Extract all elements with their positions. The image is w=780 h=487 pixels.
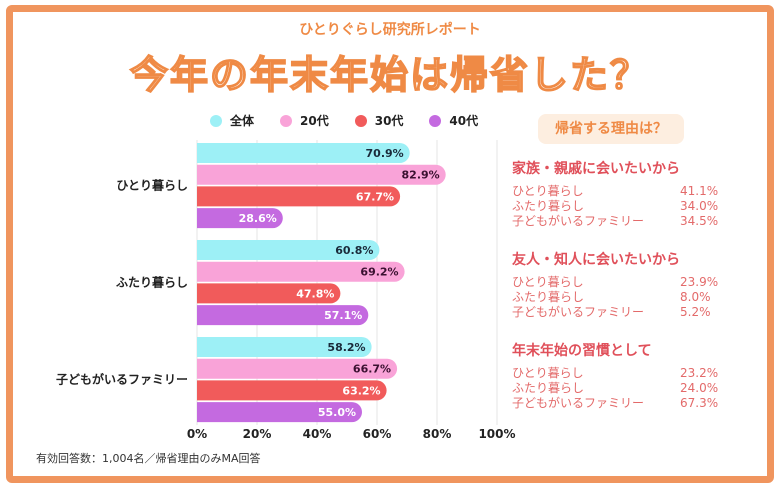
legend-swatch (429, 114, 442, 127)
legend-item: 20代 (280, 112, 329, 129)
bar (197, 380, 387, 401)
reason-label: ひとり暮らし (512, 366, 584, 380)
tick-label: 20% (243, 427, 272, 441)
reason-row: 子どもがいるファミリー 5.2% (512, 305, 727, 320)
legend-item: 30代 (354, 112, 404, 129)
category-label: ふたり暮らし (116, 275, 188, 290)
card-frame (6, 5, 774, 483)
data-label: 70.9% (366, 147, 404, 160)
reason-value: 34.0% (680, 199, 719, 213)
reason-row: 子どもがいるファミリー 34.5% (512, 214, 727, 229)
data-label: 47.8% (296, 287, 334, 300)
report-subtitle: ひとりぐらし研究所レポート (299, 22, 481, 38)
reason-row: ふたり暮らし 34.0% (512, 199, 727, 214)
legend-swatch (210, 114, 222, 127)
data-label: 55.0% (318, 406, 356, 419)
reason-heading: 年末年始の習慣として (512, 343, 652, 359)
bar (197, 208, 283, 229)
tick-label: 0% (187, 427, 207, 441)
legend-label: 30代 (374, 114, 404, 128)
tick-label: 60% (363, 427, 392, 441)
reason-row: ひとり暮らし 23.9% (512, 275, 727, 290)
bar (197, 283, 341, 304)
legend-item: 全体 (210, 112, 254, 129)
reason-label: ふたり暮らし (512, 381, 585, 395)
reason-group: 家族・親戚に会いたいから ひとり暮らし 41.1% ふたり暮らし 34.0% 子ども… (512, 158, 727, 229)
reason-row: ふたり暮らし 8.0% (512, 290, 727, 305)
bar (197, 402, 362, 423)
footnote: 有効回答数：1,004名／帰省理由のみMA回答 (36, 452, 261, 465)
reason-value: 24.0% (680, 381, 719, 395)
tick-label: 80% (423, 427, 452, 441)
reason-value: 41.1% (680, 184, 719, 198)
bar (197, 143, 410, 163)
data-label: 69.2% (360, 266, 398, 279)
data-label: 67.7% (356, 190, 394, 203)
category-label: 子どもがいるファミリー (56, 372, 188, 387)
bar (197, 337, 372, 357)
reason-heading: 家族・親戚に会いたいから (512, 161, 680, 177)
bar (197, 358, 398, 379)
bar (197, 164, 446, 185)
reason-value: 34.5% (680, 214, 719, 228)
bar (197, 261, 405, 282)
reason-group: 友人・知人に会いたいから ひとり暮らし 23.9% ふたり暮らし 8.0% 子どもが… (512, 249, 727, 320)
category-label: ひとり暮らし (116, 178, 188, 193)
tick-label: 100% (478, 427, 515, 441)
legend-swatch (354, 114, 367, 127)
reason-value: 5.2% (680, 305, 711, 319)
reasons-list: 家族・親戚に会いたいから ひとり暮らし 41.1% ふたり暮らし 34.0% 子ども… (512, 158, 727, 431)
data-label: 82.9% (402, 169, 440, 182)
reason-label: 子どもがいるファミリー (512, 214, 645, 228)
reason-row: ひとり暮らし 41.1% (512, 184, 727, 199)
reason-row: 子どもがいるファミリー 67.3% (512, 396, 727, 411)
report-title: 今年の年末年始は帰省した？ (129, 52, 650, 98)
bar (197, 305, 369, 326)
legend-swatch (280, 114, 293, 127)
reason-value: 8.0% (680, 290, 711, 304)
reason-value: 67.3% (680, 396, 719, 410)
data-label: 66.7% (353, 363, 391, 376)
data-label: 58.2% (327, 341, 365, 354)
reason-row: ひとり暮らし 23.2% (512, 366, 727, 381)
data-label: 60.8% (335, 244, 373, 257)
reason-heading: 友人・知人に会いたいから (512, 252, 680, 268)
reason-label: ふたり暮らし (512, 199, 585, 213)
bar (197, 186, 401, 207)
reason-value: 23.9% (680, 275, 719, 289)
legend-label: 40代 (449, 114, 479, 128)
reason-label: ふたり暮らし (512, 290, 585, 304)
reason-value: 23.2% (680, 366, 719, 380)
reason-label: 子どもがいるファミリー (512, 305, 645, 319)
tick-label: 40% (303, 427, 332, 441)
chart-legend: 全体 20代 30代 40代 (210, 112, 478, 129)
reason-label: ひとり暮らし (512, 275, 584, 289)
legend-label: 20代 (300, 114, 329, 128)
bar (197, 240, 380, 260)
reason-group: 年末年始の習慣として ひとり暮らし 23.2% ふたり暮らし 24.0% 子どもがい… (512, 340, 727, 411)
reasons-title: 帰省する理由は？ (538, 114, 684, 144)
data-label: 28.6% (239, 212, 277, 225)
reason-row: ふたり暮らし 24.0% (512, 381, 727, 396)
reason-label: 子どもがいるファミリー (512, 396, 645, 410)
legend-label: 全体 (230, 114, 255, 128)
data-label: 57.1% (324, 309, 362, 322)
data-label: 63.2% (342, 384, 380, 397)
reason-label: ひとり暮らし (512, 184, 584, 198)
legend-item: 40代 (429, 112, 478, 129)
